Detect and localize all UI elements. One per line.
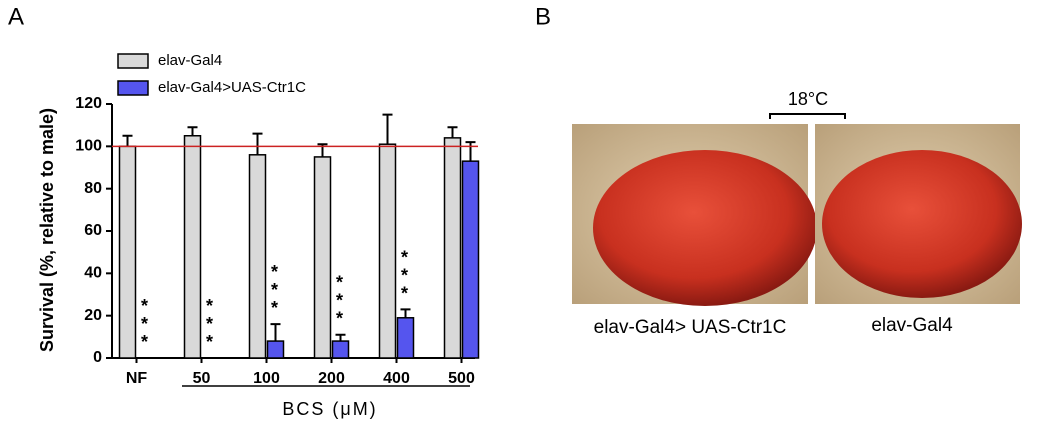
error-bar <box>335 333 346 342</box>
eye-photos: 18°C elav-Gal4> UAS-Ctr1C elav-Gal4 <box>572 89 1022 338</box>
legend-swatch <box>117 80 149 96</box>
x-tick-label: 100 <box>253 370 280 387</box>
legend-label: elav-Gal4 <box>158 52 222 69</box>
y-tick-label: 40 <box>84 265 102 282</box>
panel-label: B <box>535 3 551 30</box>
error-bar <box>465 141 476 162</box>
error-bar <box>187 126 198 136</box>
bar <box>183 135 202 359</box>
x-tick-label: 200 <box>318 370 345 387</box>
temperature: 18°C <box>788 89 828 109</box>
bar-chart: 0 20 40 60 80 100 120 Survival (%, relative to … <box>37 52 480 419</box>
x-tick-label: 500 <box>448 370 475 387</box>
bar <box>266 340 285 359</box>
eye <box>822 150 1022 298</box>
bar <box>331 340 350 359</box>
error-bar <box>270 323 281 342</box>
y-tick-label: 60 <box>84 222 102 239</box>
bar <box>313 156 332 359</box>
significance: *** <box>265 262 285 316</box>
bar <box>396 317 415 359</box>
caption: elav-Gal4 <box>871 315 953 336</box>
significance: *** <box>330 273 350 327</box>
panel-label: A <box>8 3 24 30</box>
error-bar <box>382 113 393 145</box>
caption: elav-Gal4> UAS-Ctr1C <box>594 317 787 338</box>
y-tick-label: 20 <box>84 307 102 324</box>
y-tick-label: 80 <box>84 180 102 197</box>
significance: *** <box>200 296 220 350</box>
legend-label: elav-Gal4>UAS-Ctr1C <box>158 79 306 96</box>
y-tick-label: 120 <box>75 95 102 112</box>
x-axis-label: BCS (μM) <box>282 399 377 419</box>
error-bar <box>447 126 458 138</box>
legend-swatch <box>117 53 149 69</box>
eye <box>593 150 817 306</box>
x-tick-label: 50 <box>193 370 211 387</box>
y-tick-label: 100 <box>75 138 102 155</box>
bracket <box>769 113 846 119</box>
error-bar <box>122 134 133 147</box>
significance: *** <box>135 296 155 350</box>
bar <box>248 154 267 359</box>
bar <box>461 160 480 359</box>
significance: *** <box>395 247 415 301</box>
x-tick-label: NF <box>126 370 148 387</box>
bar <box>118 145 137 359</box>
bar <box>443 137 462 359</box>
y-tick-label: 0 <box>93 349 102 366</box>
error-bar <box>252 132 263 155</box>
x-tick-label: 400 <box>383 370 410 387</box>
y-axis-label: Survival (%, relative to male) <box>37 108 57 352</box>
bar <box>378 143 397 359</box>
error-bar <box>400 308 411 318</box>
